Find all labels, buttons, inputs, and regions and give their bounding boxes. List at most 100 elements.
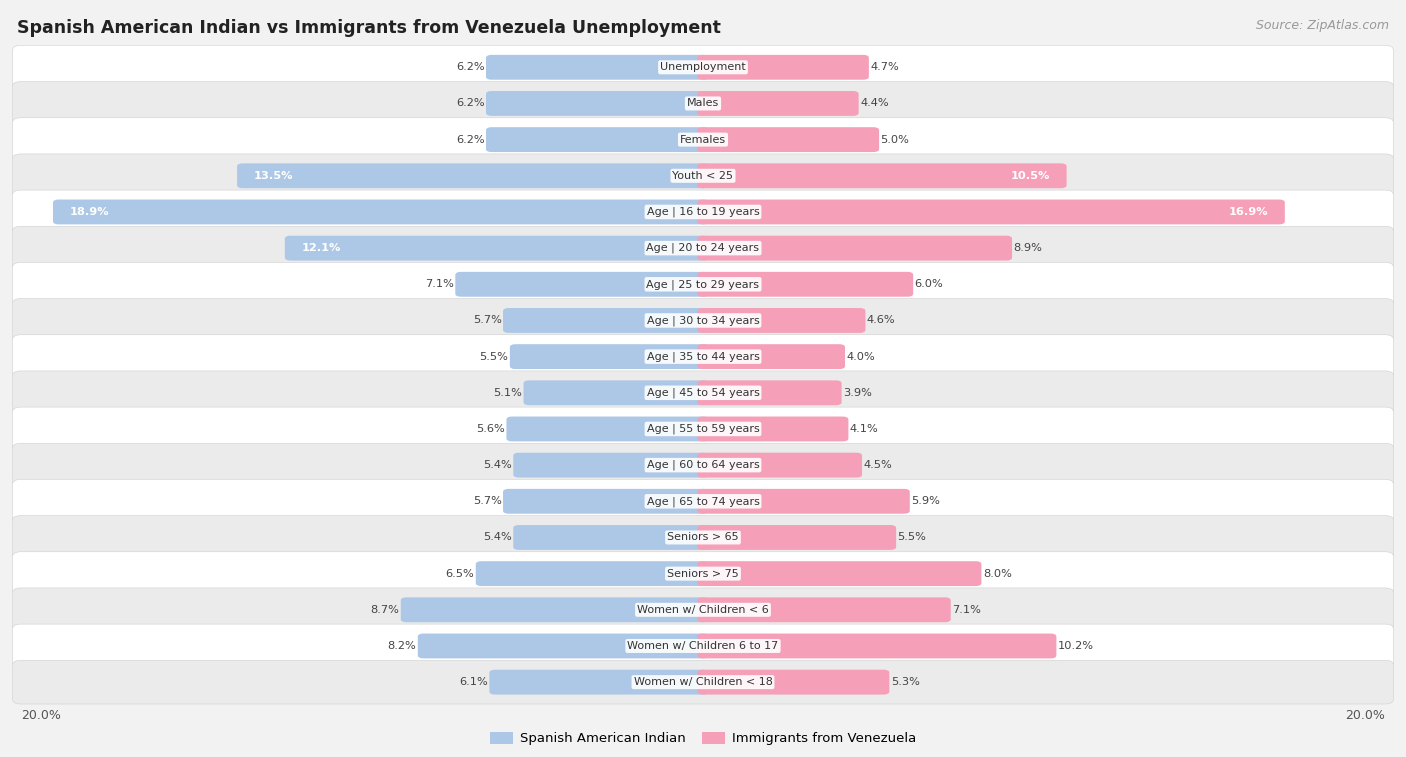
FancyBboxPatch shape bbox=[13, 371, 1393, 415]
FancyBboxPatch shape bbox=[13, 552, 1393, 596]
Text: 5.4%: 5.4% bbox=[484, 460, 512, 470]
Text: Age | 20 to 24 years: Age | 20 to 24 years bbox=[647, 243, 759, 254]
Text: Seniors > 65: Seniors > 65 bbox=[668, 532, 738, 543]
FancyBboxPatch shape bbox=[13, 624, 1393, 668]
FancyBboxPatch shape bbox=[13, 298, 1393, 342]
FancyBboxPatch shape bbox=[418, 634, 709, 659]
Text: 4.7%: 4.7% bbox=[870, 62, 898, 72]
Text: 7.1%: 7.1% bbox=[425, 279, 454, 289]
Text: 13.5%: 13.5% bbox=[254, 171, 294, 181]
Text: 16.9%: 16.9% bbox=[1229, 207, 1268, 217]
Text: 5.7%: 5.7% bbox=[472, 316, 502, 326]
Text: 5.5%: 5.5% bbox=[479, 352, 509, 362]
Text: 5.0%: 5.0% bbox=[880, 135, 910, 145]
Text: Age | 16 to 19 years: Age | 16 to 19 years bbox=[647, 207, 759, 217]
Text: 6.2%: 6.2% bbox=[456, 135, 485, 145]
FancyBboxPatch shape bbox=[503, 489, 709, 514]
Text: 6.0%: 6.0% bbox=[914, 279, 943, 289]
Text: Age | 25 to 29 years: Age | 25 to 29 years bbox=[647, 279, 759, 289]
FancyBboxPatch shape bbox=[513, 453, 709, 478]
Text: 6.2%: 6.2% bbox=[456, 62, 485, 72]
FancyBboxPatch shape bbox=[13, 479, 1393, 523]
Text: 8.9%: 8.9% bbox=[1014, 243, 1042, 253]
Text: 20.0%: 20.0% bbox=[1346, 709, 1385, 722]
FancyBboxPatch shape bbox=[697, 235, 1012, 260]
FancyBboxPatch shape bbox=[510, 344, 709, 369]
FancyBboxPatch shape bbox=[13, 226, 1393, 270]
FancyBboxPatch shape bbox=[513, 525, 709, 550]
Text: 4.6%: 4.6% bbox=[868, 316, 896, 326]
FancyBboxPatch shape bbox=[486, 91, 709, 116]
FancyBboxPatch shape bbox=[697, 127, 879, 152]
FancyBboxPatch shape bbox=[13, 588, 1393, 631]
FancyBboxPatch shape bbox=[13, 45, 1393, 89]
Text: Spanish American Indian vs Immigrants from Venezuela Unemployment: Spanish American Indian vs Immigrants fr… bbox=[17, 19, 721, 37]
FancyBboxPatch shape bbox=[13, 82, 1393, 126]
Text: 4.4%: 4.4% bbox=[860, 98, 889, 108]
Text: 6.1%: 6.1% bbox=[460, 678, 488, 687]
FancyBboxPatch shape bbox=[475, 561, 709, 586]
Text: 6.2%: 6.2% bbox=[456, 98, 485, 108]
Text: 10.5%: 10.5% bbox=[1011, 171, 1050, 181]
FancyBboxPatch shape bbox=[697, 344, 845, 369]
FancyBboxPatch shape bbox=[285, 235, 709, 260]
Text: Women w/ Children < 6: Women w/ Children < 6 bbox=[637, 605, 769, 615]
Text: Males: Males bbox=[688, 98, 718, 108]
FancyBboxPatch shape bbox=[486, 55, 709, 79]
FancyBboxPatch shape bbox=[697, 597, 950, 622]
Text: Source: ZipAtlas.com: Source: ZipAtlas.com bbox=[1256, 19, 1389, 32]
FancyBboxPatch shape bbox=[697, 525, 896, 550]
Legend: Spanish American Indian, Immigrants from Venezuela: Spanish American Indian, Immigrants from… bbox=[485, 727, 921, 750]
Text: Age | 45 to 54 years: Age | 45 to 54 years bbox=[647, 388, 759, 398]
Text: 7.1%: 7.1% bbox=[952, 605, 981, 615]
Text: Age | 30 to 34 years: Age | 30 to 34 years bbox=[647, 315, 759, 326]
FancyBboxPatch shape bbox=[697, 55, 869, 79]
Text: Age | 55 to 59 years: Age | 55 to 59 years bbox=[647, 424, 759, 435]
FancyBboxPatch shape bbox=[53, 200, 709, 224]
FancyBboxPatch shape bbox=[523, 380, 709, 405]
FancyBboxPatch shape bbox=[486, 127, 709, 152]
Text: 5.9%: 5.9% bbox=[911, 497, 941, 506]
Text: 4.0%: 4.0% bbox=[846, 352, 875, 362]
Text: 4.5%: 4.5% bbox=[863, 460, 893, 470]
FancyBboxPatch shape bbox=[13, 516, 1393, 559]
Text: 5.3%: 5.3% bbox=[891, 678, 920, 687]
Text: 12.1%: 12.1% bbox=[302, 243, 342, 253]
FancyBboxPatch shape bbox=[13, 660, 1393, 704]
FancyBboxPatch shape bbox=[697, 634, 1056, 659]
FancyBboxPatch shape bbox=[13, 335, 1393, 378]
FancyBboxPatch shape bbox=[13, 118, 1393, 161]
FancyBboxPatch shape bbox=[697, 561, 981, 586]
Text: Youth < 25: Youth < 25 bbox=[672, 171, 734, 181]
Text: 10.2%: 10.2% bbox=[1057, 641, 1094, 651]
FancyBboxPatch shape bbox=[503, 308, 709, 333]
Text: 8.7%: 8.7% bbox=[370, 605, 399, 615]
Text: Women w/ Children < 18: Women w/ Children < 18 bbox=[634, 678, 772, 687]
Text: Age | 60 to 64 years: Age | 60 to 64 years bbox=[647, 460, 759, 470]
Text: 8.2%: 8.2% bbox=[388, 641, 416, 651]
FancyBboxPatch shape bbox=[489, 670, 709, 695]
FancyBboxPatch shape bbox=[697, 164, 1067, 188]
FancyBboxPatch shape bbox=[697, 91, 859, 116]
Text: 6.5%: 6.5% bbox=[446, 569, 474, 578]
FancyBboxPatch shape bbox=[456, 272, 709, 297]
FancyBboxPatch shape bbox=[13, 407, 1393, 451]
Text: 5.1%: 5.1% bbox=[494, 388, 522, 397]
Text: 5.5%: 5.5% bbox=[897, 532, 927, 543]
FancyBboxPatch shape bbox=[13, 444, 1393, 487]
FancyBboxPatch shape bbox=[238, 164, 709, 188]
Text: 5.4%: 5.4% bbox=[484, 532, 512, 543]
FancyBboxPatch shape bbox=[697, 670, 890, 695]
FancyBboxPatch shape bbox=[697, 489, 910, 514]
Text: Age | 65 to 74 years: Age | 65 to 74 years bbox=[647, 496, 759, 506]
FancyBboxPatch shape bbox=[697, 380, 842, 405]
Text: Seniors > 75: Seniors > 75 bbox=[666, 569, 740, 578]
FancyBboxPatch shape bbox=[697, 200, 1285, 224]
FancyBboxPatch shape bbox=[697, 453, 862, 478]
Text: 18.9%: 18.9% bbox=[70, 207, 110, 217]
FancyBboxPatch shape bbox=[506, 416, 709, 441]
Text: Females: Females bbox=[681, 135, 725, 145]
FancyBboxPatch shape bbox=[13, 263, 1393, 306]
Text: 20.0%: 20.0% bbox=[21, 709, 60, 722]
FancyBboxPatch shape bbox=[697, 272, 914, 297]
